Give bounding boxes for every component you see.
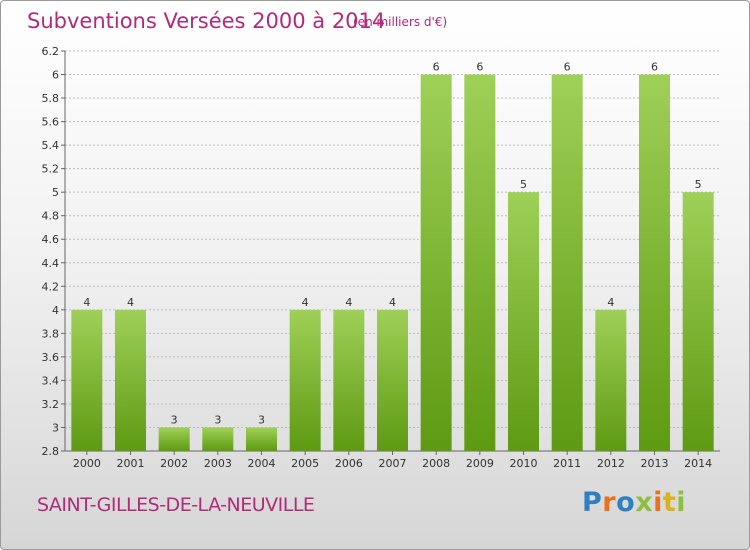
bar xyxy=(159,427,190,451)
x-tick-label: 2001 xyxy=(117,457,145,470)
data-label: 6 xyxy=(651,61,658,74)
x-tick-label: 2008 xyxy=(422,457,450,470)
y-tick-label: 4 xyxy=(52,304,59,317)
x-tick-label: 2014 xyxy=(684,457,712,470)
bar xyxy=(333,310,364,451)
bar xyxy=(246,427,277,451)
bar xyxy=(464,75,495,451)
proxiti-logo: Proxiti xyxy=(582,487,686,518)
bar xyxy=(71,310,102,451)
x-tick-label: 2010 xyxy=(510,457,538,470)
data-label: 6 xyxy=(433,61,440,74)
bar xyxy=(202,427,233,451)
x-tick-label: 2013 xyxy=(641,457,669,470)
y-tick-label: 5.4 xyxy=(42,139,60,152)
logo-letter: x xyxy=(635,487,653,518)
data-label: 5 xyxy=(520,178,527,191)
data-label: 3 xyxy=(214,413,221,426)
y-tick-label: 2.8 xyxy=(42,445,60,458)
bar xyxy=(683,192,714,451)
data-label: 4 xyxy=(83,296,90,309)
x-tick-label: 2006 xyxy=(335,457,363,470)
y-tick-label: 6.2 xyxy=(42,45,60,58)
y-tick-label: 6 xyxy=(52,69,59,82)
logo-letter: i xyxy=(653,487,663,518)
bar xyxy=(595,310,626,451)
y-tick-label: 3.6 xyxy=(42,351,60,364)
y-tick-label: 5.8 xyxy=(42,92,60,105)
logo-letter: P xyxy=(582,487,602,518)
x-tick-label: 2007 xyxy=(379,457,407,470)
x-tick-label: 2012 xyxy=(597,457,625,470)
y-tick-label: 5.2 xyxy=(42,163,60,176)
y-tick-label: 3 xyxy=(52,421,59,434)
y-tick-label: 4.4 xyxy=(42,257,60,270)
bar xyxy=(508,192,539,451)
y-tick-label: 5.6 xyxy=(42,116,60,129)
x-tick-label: 2009 xyxy=(466,457,494,470)
y-tick-label: 3.8 xyxy=(42,327,60,340)
bar xyxy=(552,75,583,451)
logo-letter: i xyxy=(676,487,686,518)
bar xyxy=(290,310,321,451)
data-label: 5 xyxy=(695,178,702,191)
bar xyxy=(377,310,408,451)
data-label: 4 xyxy=(345,296,352,309)
logo-letter: r xyxy=(602,487,616,518)
y-tick-label: 3.4 xyxy=(42,374,60,387)
bar xyxy=(115,310,146,451)
bar xyxy=(639,75,670,451)
logo-letter: t xyxy=(663,487,676,518)
x-tick-label: 2003 xyxy=(204,457,232,470)
x-tick-label: 2004 xyxy=(248,457,276,470)
data-label: 6 xyxy=(564,61,571,74)
data-label: 4 xyxy=(389,296,396,309)
data-label: 3 xyxy=(258,413,265,426)
x-tick-label: 2002 xyxy=(160,457,188,470)
data-label: 6 xyxy=(476,61,483,74)
data-label: 4 xyxy=(302,296,309,309)
y-tick-label: 4.8 xyxy=(42,210,60,223)
y-tick-label: 3.2 xyxy=(42,398,60,411)
commune-name: SAINT-GILLES-DE-LA-NEUVILLE xyxy=(37,494,314,516)
bar xyxy=(421,75,452,451)
logo-letter: o xyxy=(616,487,635,518)
data-label: 4 xyxy=(127,296,134,309)
y-tick-label: 4.6 xyxy=(42,233,60,246)
y-tick-label: 4.2 xyxy=(42,280,60,293)
x-tick-label: 2000 xyxy=(73,457,101,470)
x-tick-label: 2011 xyxy=(553,457,581,470)
y-tick-label: 5 xyxy=(52,186,59,199)
data-label: 3 xyxy=(171,413,178,426)
data-label: 4 xyxy=(607,296,614,309)
x-tick-label: 2005 xyxy=(291,457,319,470)
